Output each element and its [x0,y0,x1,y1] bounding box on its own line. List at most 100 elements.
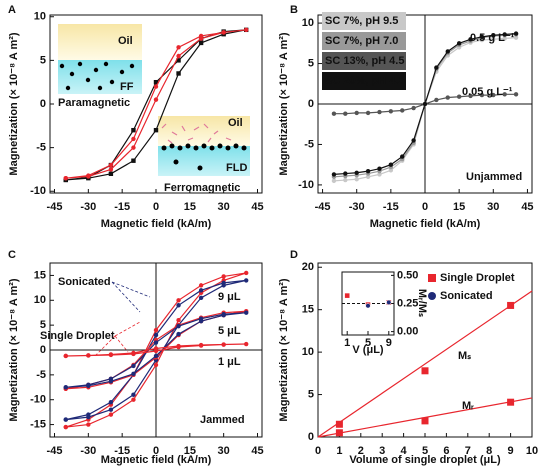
legend-swatch [322,72,406,90]
pointer-lines [94,281,151,357]
legend-label: Sonicated [440,290,493,302]
marker [244,27,249,33]
marker [365,168,371,174]
annotation: Unjammed [466,171,522,183]
x-tick-label: 6 [443,445,449,457]
x-tick-label: 9 [386,337,392,349]
marker [221,30,226,35]
oil-layer [58,24,142,60]
marker [176,71,181,76]
y-tick-label: 20 [302,261,314,273]
y-tick-label: 10 [34,11,46,23]
legend-swatch [322,32,406,50]
series-line [317,397,533,438]
marker [86,422,91,427]
marker [244,278,249,283]
y-tick-label: 0.50 [397,269,418,281]
marker [198,295,204,300]
legend-marker [428,292,436,300]
marker [176,303,181,308]
y-axis-label: Magnetization (× 10⁻⁸ A m²) [8,32,20,175]
marker [513,35,519,40]
annotation: FF [120,81,134,93]
y-tick-label: 10 [302,346,314,358]
marker [153,84,159,89]
marker [445,49,450,54]
marker [176,53,181,59]
marker [153,332,159,338]
legend-swatch [322,52,406,70]
x-tick-label: 30 [487,201,499,213]
marker [335,420,343,428]
marker [198,33,204,39]
y-tick-label: 0 [308,98,314,110]
y-tick-label: -15 [30,418,46,430]
marker [153,346,159,351]
particles [59,61,135,91]
y-tick-label: -10 [298,179,314,191]
marker [365,303,371,309]
marker [343,177,348,183]
x-tick-label: 30 [218,445,230,457]
marker [86,173,91,178]
marker [502,32,507,37]
marker [221,274,226,279]
marker [176,343,181,349]
marker [411,138,416,143]
y-axis-label: Magnetization (× 10⁻⁸ A m²) [8,278,20,421]
marker [108,412,114,417]
marker [421,417,429,425]
annotation: 1 μL [218,356,241,368]
marker [153,127,159,133]
marker [502,36,507,41]
y-tick-label: -5 [36,142,46,154]
marker [63,353,68,359]
marker [502,92,507,97]
marker [198,40,204,46]
x-tick-label: 4 [401,445,408,457]
marker [344,293,350,298]
x-tick-label: 10 [526,445,538,457]
marker [331,111,337,116]
y-tick-label: 10 [302,17,314,29]
marker [86,353,91,358]
marker [153,362,159,368]
marker [365,110,371,116]
marker [354,177,359,182]
marker [131,127,136,133]
marker [468,37,473,42]
annotation: Oil [118,35,133,47]
annotation: Sonicated [58,276,111,288]
x-tick-label: 5 [365,337,371,349]
legend-marker [428,274,436,282]
panel-a-sketches [58,24,250,176]
annotation: FLD [226,162,247,174]
marker [331,172,337,177]
marker [434,65,439,70]
annotation: Jammed [200,414,245,426]
x-tick-label: 7 [465,445,471,457]
marker [86,412,91,417]
marker [513,31,519,36]
marker [354,110,359,116]
marker [131,350,136,356]
y-tick-label: 5 [308,388,314,400]
marker [400,108,405,113]
marker [244,310,249,315]
y-tick-label: -10 [30,394,46,406]
marker [456,94,462,99]
marker [153,353,159,359]
x-tick-label: 45 [521,201,533,213]
marker [176,317,181,323]
marker [377,109,382,115]
marker [445,95,450,100]
inset-x-label: V (μL) [352,344,384,356]
annotation: Mₛ [458,350,471,362]
x-tick-label: 45 [251,445,263,457]
marker [434,97,439,103]
x-tick-label: -30 [349,201,365,213]
water-layer [158,146,250,176]
marker [221,342,226,347]
marker [153,327,159,333]
x-tick-label: 1 [344,337,350,349]
